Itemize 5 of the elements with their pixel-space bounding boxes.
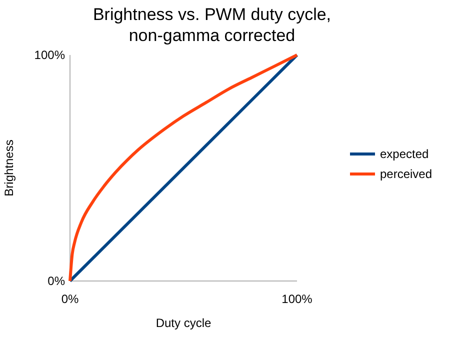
y-axis-title: Brightness [2,140,16,196]
chart-title: Brightness vs. PWM duty cycle, non-gamma corrected [92,5,332,45]
legend-label: perceived [380,167,432,181]
x-axis-title: Duty cycle [156,316,212,330]
legend-label: expected [380,147,429,161]
